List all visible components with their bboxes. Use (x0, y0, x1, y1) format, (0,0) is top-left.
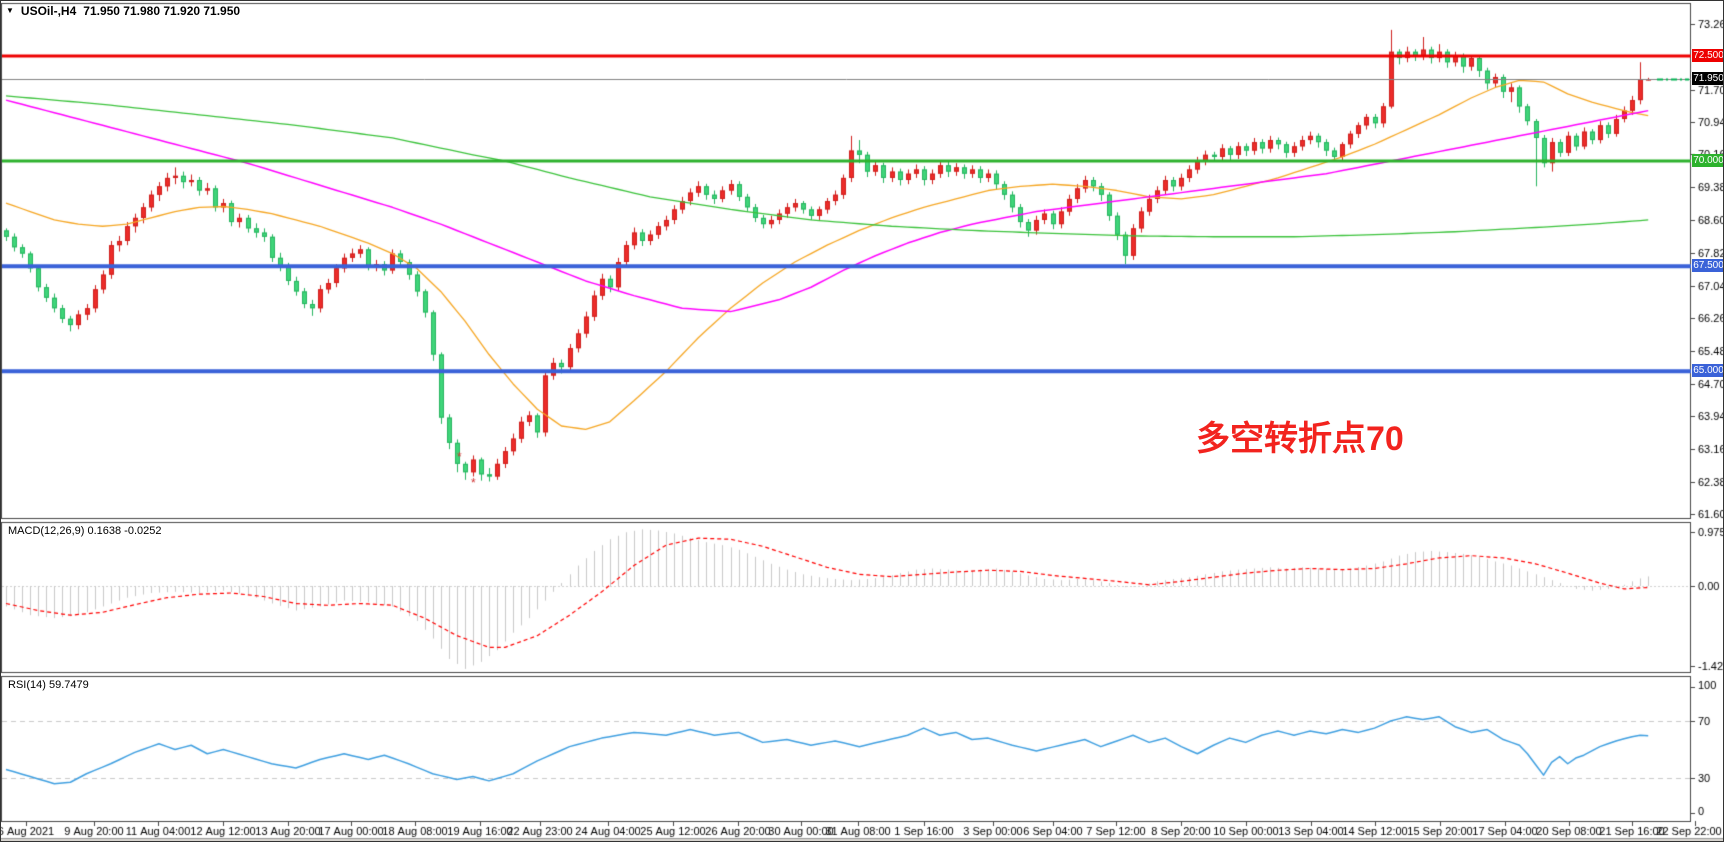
macd-indicator-label: MACD(12,26,9) 0.1638 -0.0252 (8, 525, 162, 537)
chart-title: ▼ USOil-,H4 71.950 71.980 71.920 71.950 (6, 4, 240, 18)
price-level-badge-65000[interactable]: 65.000 (1692, 364, 1724, 377)
price-level-badge-72500[interactable]: 72.500 (1692, 49, 1724, 62)
chevron-down-icon[interactable]: ▼ (6, 6, 14, 15)
price-level-badge-70000[interactable]: 70.000 (1692, 154, 1724, 167)
rsi-indicator-label: RSI(14) 59.7479 (8, 679, 89, 691)
ohlc-values: 71.950 71.980 71.920 71.950 (83, 4, 241, 18)
current-price-badge: 71.950 (1692, 72, 1724, 85)
annotation-text: 多空转折点70 (1196, 420, 1404, 458)
price-level-badge-67500[interactable]: 67.500 (1692, 259, 1724, 272)
symbol-period-label: USOil-,H4 (20, 4, 77, 18)
